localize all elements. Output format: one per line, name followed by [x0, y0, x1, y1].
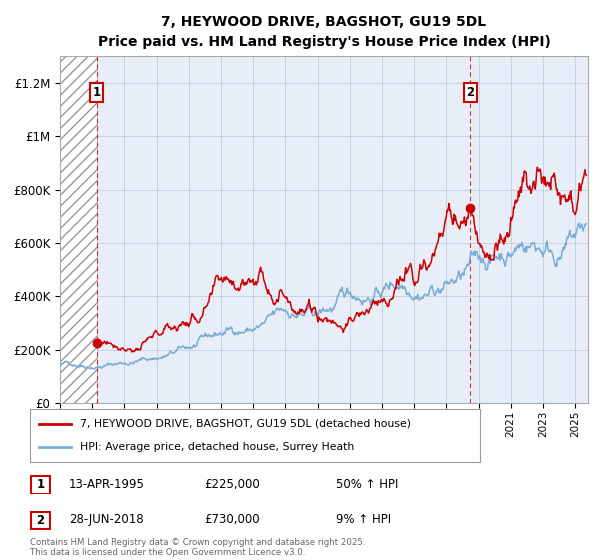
- Bar: [60, 56, 97, 403]
- Text: 28-JUN-2018: 28-JUN-2018: [69, 513, 143, 526]
- Text: £225,000: £225,000: [204, 478, 260, 491]
- Text: 50% ↑ HPI: 50% ↑ HPI: [336, 478, 398, 491]
- Text: 1: 1: [37, 478, 44, 492]
- Text: 2: 2: [37, 514, 44, 527]
- FancyBboxPatch shape: [30, 409, 480, 462]
- Text: 13-APR-1995: 13-APR-1995: [69, 478, 145, 491]
- Text: 2: 2: [466, 86, 475, 99]
- Text: Contains HM Land Registry data © Crown copyright and database right 2025.
This d: Contains HM Land Registry data © Crown c…: [30, 538, 365, 557]
- Text: £730,000: £730,000: [204, 513, 260, 526]
- Text: 1: 1: [92, 86, 101, 99]
- FancyBboxPatch shape: [31, 512, 50, 529]
- Text: 9% ↑ HPI: 9% ↑ HPI: [336, 513, 391, 526]
- FancyBboxPatch shape: [31, 477, 50, 493]
- Text: 7, HEYWOOD DRIVE, BAGSHOT, GU19 5DL (detached house): 7, HEYWOOD DRIVE, BAGSHOT, GU19 5DL (det…: [79, 419, 410, 429]
- Title: 7, HEYWOOD DRIVE, BAGSHOT, GU19 5DL
Price paid vs. HM Land Registry's House Pric: 7, HEYWOOD DRIVE, BAGSHOT, GU19 5DL Pric…: [98, 15, 550, 49]
- Text: HPI: Average price, detached house, Surrey Heath: HPI: Average price, detached house, Surr…: [79, 442, 354, 452]
